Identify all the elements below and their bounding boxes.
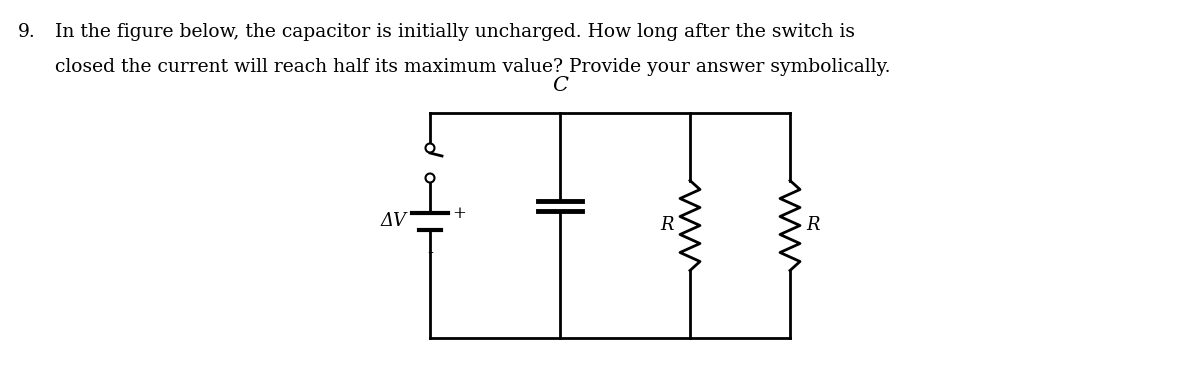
Text: R: R xyxy=(660,217,674,234)
Text: +: + xyxy=(452,204,466,222)
Text: 9.: 9. xyxy=(18,23,36,41)
Text: R: R xyxy=(806,217,820,234)
Circle shape xyxy=(426,174,434,183)
Text: -: - xyxy=(427,244,433,262)
Text: C: C xyxy=(552,76,568,95)
Text: closed the current will reach half its maximum value? Provide your answer symbol: closed the current will reach half its m… xyxy=(55,58,890,76)
Text: In the figure below, the capacitor is initially uncharged. How long after the sw: In the figure below, the capacitor is in… xyxy=(55,23,854,41)
Circle shape xyxy=(426,144,434,152)
Text: ΔV: ΔV xyxy=(382,212,407,231)
